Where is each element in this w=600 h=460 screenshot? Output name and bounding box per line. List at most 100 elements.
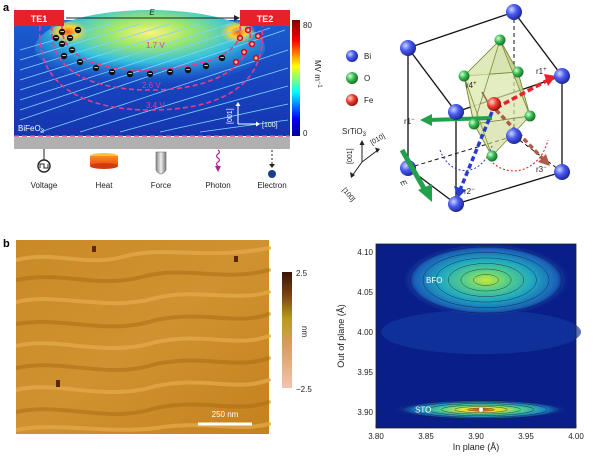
stimulus-photon-icon [215,149,221,172]
stimulus-voltage-icon [37,149,51,173]
vector-r1-plus [495,78,549,110]
stimulus-heat-label: Heat [96,181,114,190]
colorbar-min: 0 [303,129,308,138]
panel-a-schematic: 1.7 V 2.6 V 3.4 V −−−− −−−− − − − − −−−− ++… [14,8,322,190]
stimulus-electron-label: Electron [257,181,286,190]
svg-text:−: − [128,71,132,78]
charges [52,26,262,78]
stimulus-heat-icon [90,153,118,169]
contour-label-1: 1.7 V [146,41,165,50]
dir-001: [001] [347,148,354,164]
svg-text:−: − [186,67,190,74]
svg-text:−: − [168,69,172,76]
svg-text:+: + [246,28,250,35]
iron-atom [487,97,501,111]
panel-a-letter: a [3,2,10,14]
vector-r1-minus [427,116,493,122]
y-tick-label: 4.05 [357,288,373,297]
svg-text:−: − [94,65,98,72]
x-tick-label: 3.95 [518,432,534,441]
svg-text:−: − [220,55,224,62]
peak-label-bfo: BFO [426,276,442,285]
field-label: E [149,8,155,17]
sto-peak-marker [479,407,483,412]
label-r3-minus: r3− [536,165,547,174]
afm-colorbar-unit: nm [300,326,309,337]
bfo-peak [402,243,570,317]
x-tick-label: 3.80 [368,432,384,441]
afm-topography: 250 nm 2.5 −2.5 nm [16,240,312,434]
stimulus-photon-label: Photon [205,181,230,190]
peak-label-sto: STO [415,406,431,415]
electrode-te1 [14,10,64,26]
svg-text:−: − [148,71,152,78]
oxygen-octahedron [462,39,532,157]
vector-r2-minus [458,111,494,191]
x-tick-label: 3.90 [468,432,484,441]
y-axis-label: Out of plane (Å) [336,304,346,368]
svg-text:−: − [54,35,58,42]
label-r2-minus: r2− [464,187,475,196]
panel-b-letter: b [3,238,10,250]
x-tick-label: 3.85 [418,432,434,441]
svg-text:+: + [242,50,246,57]
y-tick-label: 3.90 [357,408,373,417]
afm-terraces [16,246,271,432]
te1-label: TE1 [31,14,48,24]
substrate-label: SrTiO3 [342,127,367,138]
legend-bi: Bi [364,52,371,61]
scale-bar-label: 250 nm [212,410,239,419]
svg-text:+: + [238,36,242,43]
y-tick-label: 3.95 [357,368,373,377]
dir-010: [010] [370,133,387,147]
svg-text:−: − [204,63,208,70]
oxygen-atoms [458,34,536,162]
bfo-film-label: BiFeO3 [18,124,45,135]
label-r1-minus: r1− [404,117,415,126]
stimulus-force-icon [155,151,167,175]
svg-text:+: + [250,42,254,49]
crystal-structure: r1+ r1− r2− r3− r4+ Bi O Fe SrTiO3 [001]… [340,4,570,212]
svg-text:−: − [68,35,72,42]
field-arrow-e [399,148,429,194]
stimulus-force-label: Force [151,181,172,190]
axis-100: [100] [262,122,278,129]
y-tick-label: 4.00 [357,328,373,337]
svg-text:+: + [256,34,260,41]
stimulus-voltage-label: Voltage [31,181,58,190]
afm-colorbar-min: −2.5 [296,385,312,394]
afm-colorbar-max: 2.5 [296,269,308,278]
colorbar-unit: MV m−1 [313,60,322,88]
label-r4-plus: r4+ [466,81,477,90]
legend-o: O [364,74,370,83]
field-label-e: E [398,179,409,189]
legend-fe: Fe [364,96,374,105]
axis-001: [001] [227,108,234,124]
electrode-te2 [240,10,290,26]
contour-label-3: 3.4 V [146,101,165,110]
colorbar-max: 80 [303,21,312,30]
svg-text:−: − [70,47,74,54]
svg-text:+: + [254,56,258,63]
x-axis-label: In plane (Å) [453,442,500,452]
x-tick-label: 4.00 [568,432,584,441]
contour-lines [401,246,562,419]
svg-text:−: − [62,53,66,60]
contour-label-2: 2.6 V [142,81,161,90]
svg-text:−: − [110,69,114,76]
direction-axes [351,142,379,177]
svg-text:+: + [234,60,238,67]
afm-colorbar [282,272,292,388]
dir-100: [100] [340,187,355,203]
rsm-chart: BFO STO 3.80 3.85 3.90 3.95 4.00 3.90 3.95 4.00 4… [336,243,584,452]
svg-text:−: − [60,29,64,36]
y-tick-label: 4.10 [357,248,373,257]
te2-label: TE2 [257,14,274,24]
label-r1-plus: r1+ [536,67,547,76]
colorbar [292,20,300,136]
svg-text:−: − [60,41,64,48]
substrate [14,137,290,149]
atom-legend [346,50,358,106]
svg-text:−: − [76,27,80,34]
svg-text:−: − [78,59,82,66]
